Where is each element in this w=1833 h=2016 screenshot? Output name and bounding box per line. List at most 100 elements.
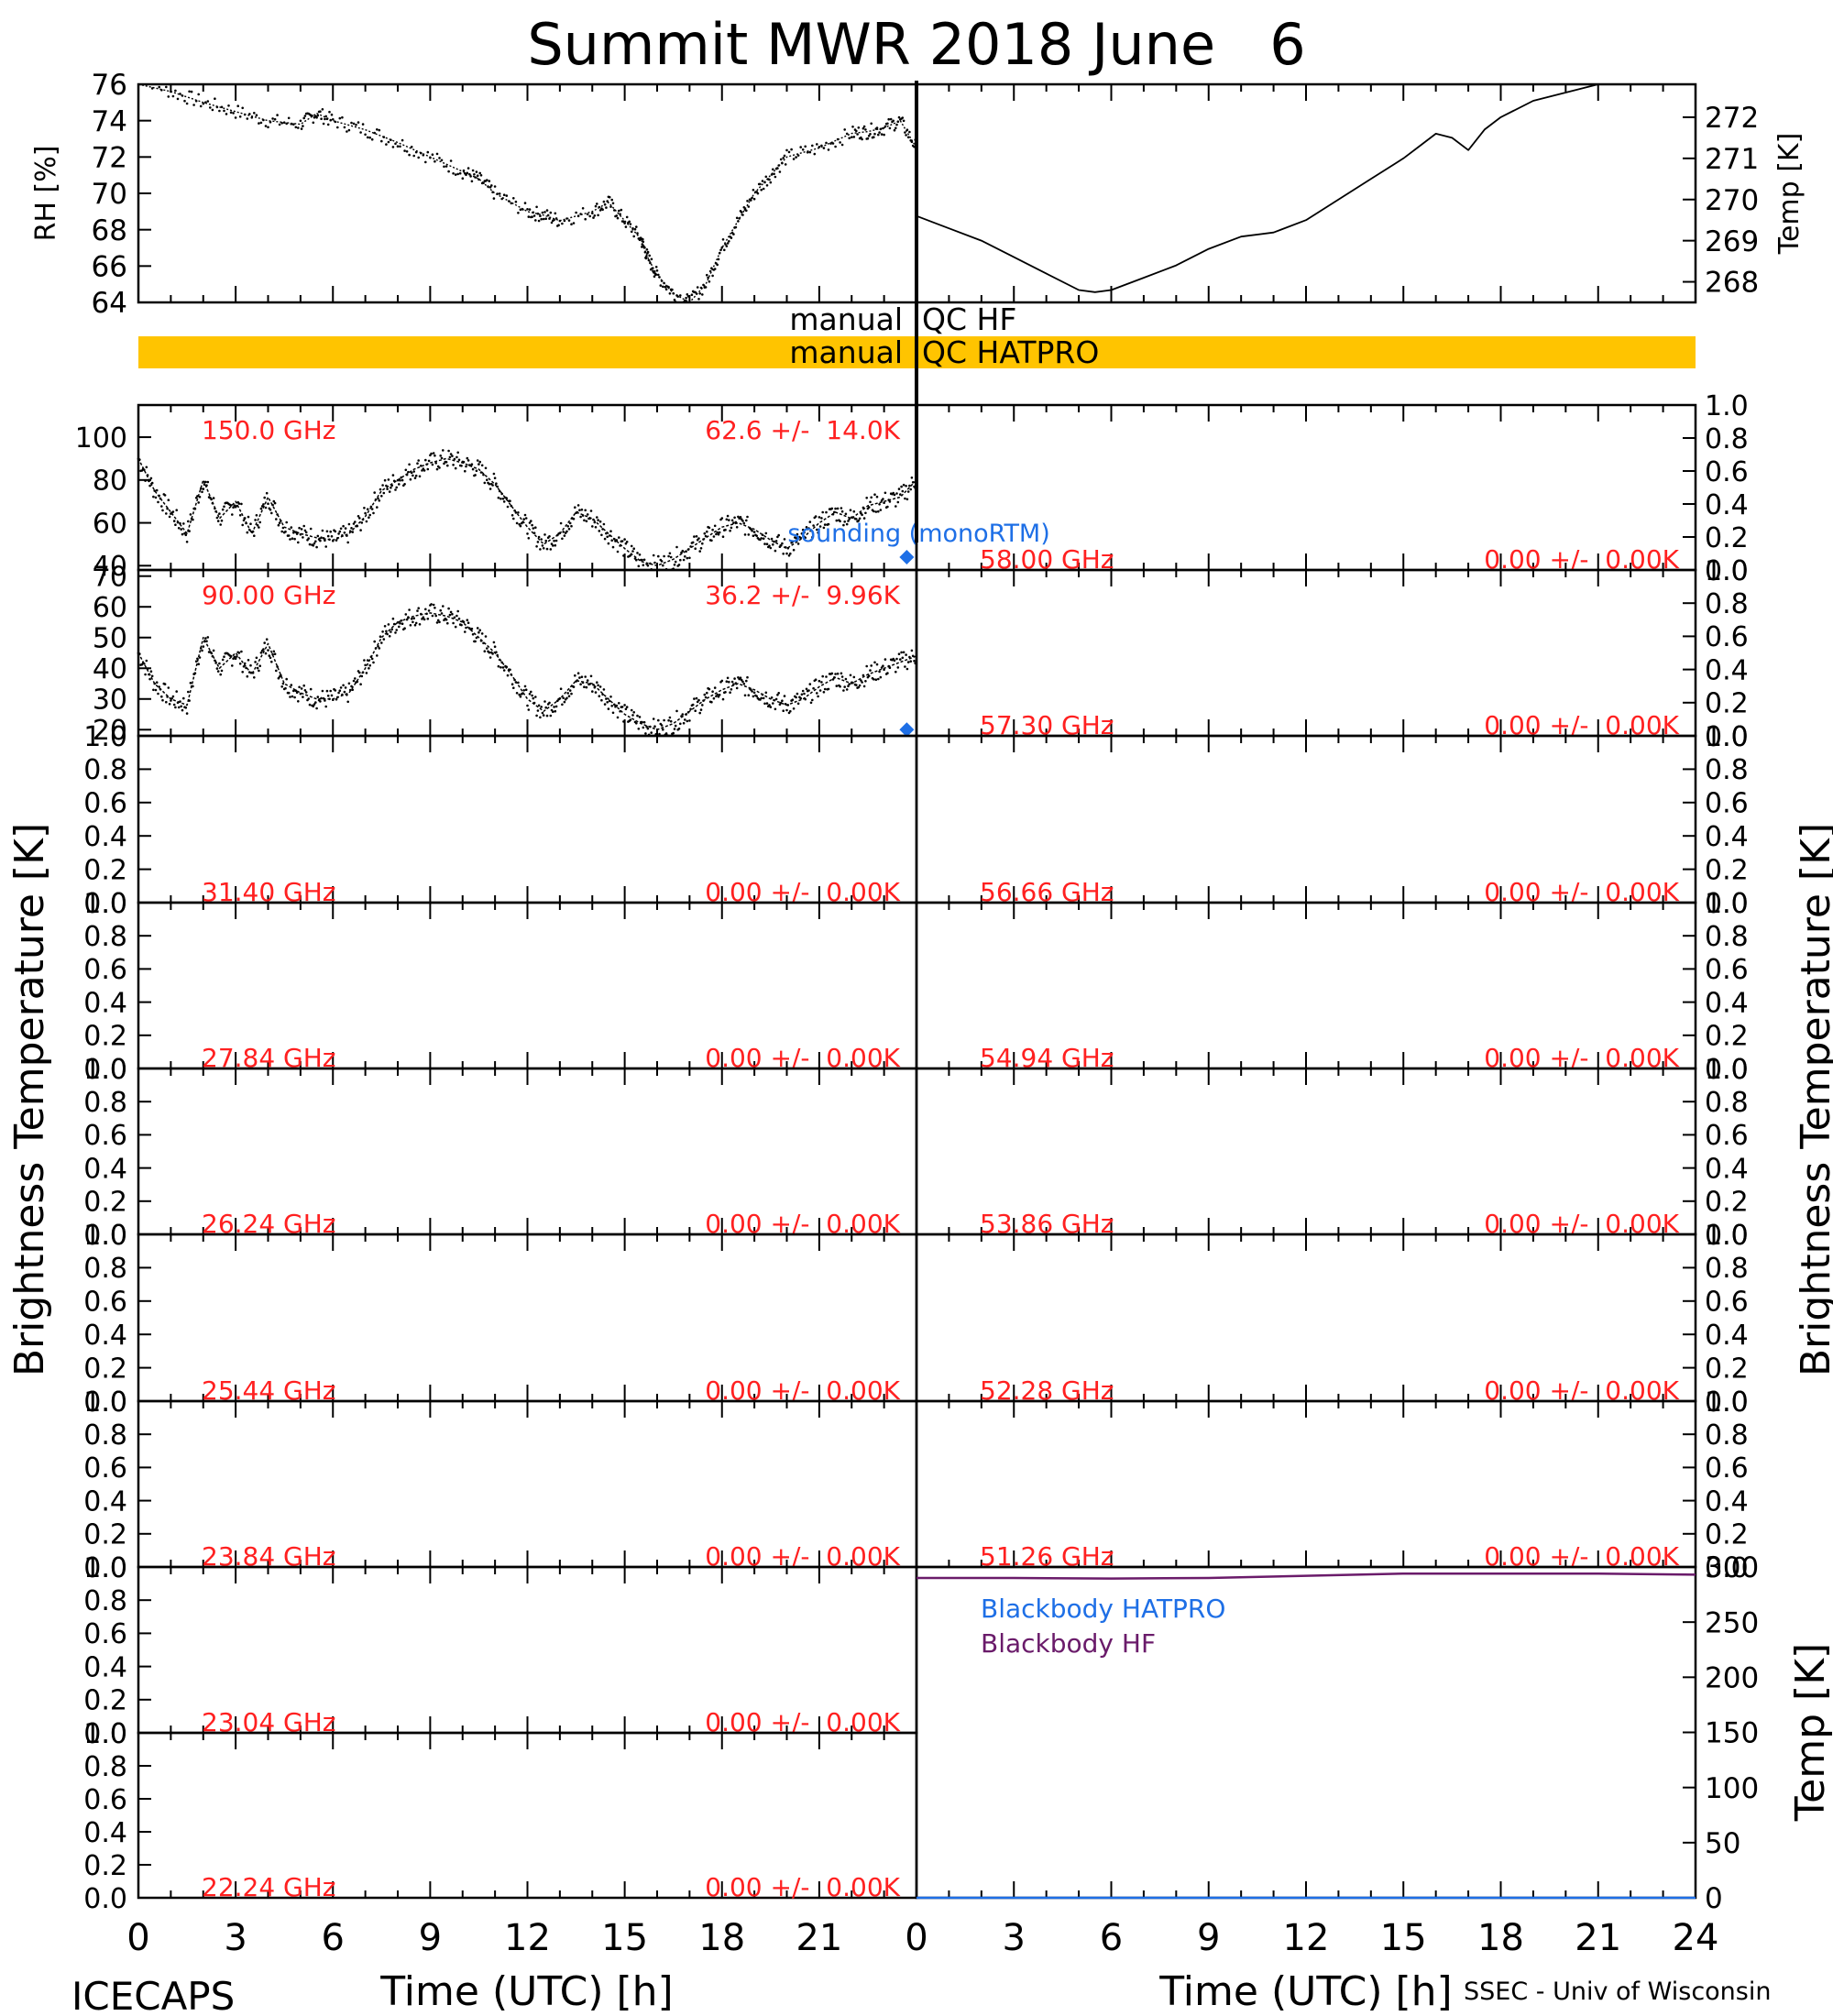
data-point [906,667,909,671]
data-point [337,691,340,695]
data-point [422,616,425,619]
data-point [378,647,381,650]
data-point [531,694,533,697]
data-point [716,263,719,267]
data-point [593,520,597,524]
data-point [873,509,875,513]
data-point [385,484,388,488]
data-point [808,520,812,523]
data-point [247,515,250,519]
data-point [878,503,881,506]
data-point [480,632,484,635]
data-point [497,664,500,668]
data-point [811,536,814,539]
data-point [527,537,531,540]
data-point [888,126,892,130]
data-point [218,512,221,515]
data-point [344,686,347,689]
data-point [157,500,159,504]
data-point [901,656,905,660]
data-point [834,507,837,510]
data-point [593,685,597,689]
data-point [630,544,633,548]
data-point [630,708,633,712]
data-point [242,665,246,668]
data-point [607,542,610,545]
y-tick-label: 0.2 [83,1353,127,1385]
data-point [403,627,406,630]
data-point [311,115,313,117]
data-point [698,550,701,553]
data-point [471,169,475,172]
data-point [574,506,576,509]
y-tick-label: 50 [93,623,127,655]
y-tick-label: 66 [92,250,127,283]
data-point [361,123,365,126]
data-point [781,542,784,545]
y-tick-label: 80 [93,466,127,498]
data-point [724,691,727,694]
data-point [505,497,509,499]
data-point [335,539,338,542]
data-point [821,674,824,678]
data-point [652,718,655,720]
y-tick-label: 268 [1705,267,1759,300]
data-point [693,535,696,538]
data-point [400,619,403,622]
data-point [510,673,513,676]
data-point [801,148,805,151]
data-point [870,664,873,667]
data-point [706,273,708,277]
data-point [895,126,897,130]
data-point [787,150,791,154]
data-point [720,246,724,249]
y-tick-label: 100 [1705,1772,1759,1805]
data-point [632,235,635,238]
data-point [408,463,411,466]
data-point [759,182,762,186]
data-point [175,509,178,511]
data-point [540,706,543,708]
data-point [330,113,334,116]
y-tick-label: 0.4 [83,1485,127,1517]
data-point [677,727,681,730]
data-point [663,554,665,558]
data-point [241,106,245,110]
data-point [825,510,828,514]
data-point [192,104,195,106]
data-point [509,668,511,672]
data-point [517,681,520,685]
data-point [760,188,763,192]
data-point [374,647,378,650]
data-point [530,520,532,522]
data-point [734,225,738,229]
data-point [843,520,846,523]
data-point [889,117,893,121]
data-point [426,467,430,471]
data-point [313,542,316,545]
data-point [807,689,810,692]
data-point [352,522,356,525]
data-point [206,636,210,639]
data-point [280,122,284,125]
data-point [185,541,189,543]
data-point [857,126,861,129]
data-point [220,519,224,522]
data-point [851,516,854,519]
data-point [229,504,233,507]
data-point [840,507,843,509]
data-point [483,481,487,485]
data-point [424,160,427,164]
data-point [234,657,237,660]
data-point [502,669,506,672]
y-tick-label: 0 [1705,1882,1723,1915]
data-point [831,142,835,145]
data-point [882,126,884,130]
data-point [241,671,245,674]
data-point [742,206,746,209]
data-point [806,151,809,154]
data-point [232,657,235,660]
data-point [882,498,884,500]
data-point [523,202,527,204]
data-point [653,725,656,728]
